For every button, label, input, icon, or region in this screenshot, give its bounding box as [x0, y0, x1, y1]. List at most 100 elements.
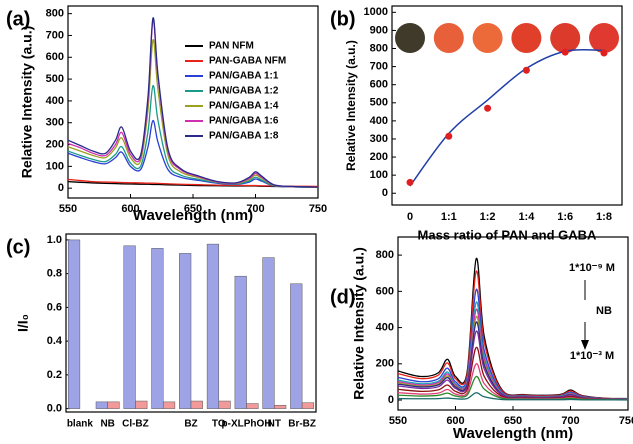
- plot-frame: [67, 5, 319, 199]
- y-axis-title: I/I₀: [15, 314, 31, 332]
- x-tick-label: TO: [212, 419, 226, 430]
- y-tick-label: 300: [370, 133, 388, 145]
- sample-photo: [511, 23, 542, 53]
- y-tick-label: 0.6: [47, 301, 62, 313]
- legend-label: PAN/GABA 1:1: [209, 71, 279, 82]
- data-point: [561, 48, 569, 56]
- panel-label: (a): [6, 8, 30, 30]
- bar: [162, 401, 176, 409]
- spectrum-line: [397, 330, 629, 400]
- spectrum-line: [397, 392, 629, 401]
- spectrum-line: [397, 270, 629, 400]
- y-tick-label: 100: [46, 160, 64, 172]
- y-tick-label: 500: [46, 73, 64, 85]
- x-axis-title: Mass ratio of PAN and GABA: [418, 227, 598, 242]
- x-tick-label: 700: [246, 203, 264, 215]
- x-tick-label: 1:4: [518, 211, 535, 223]
- fit-curve: [409, 48, 605, 187]
- x-tick-label: 1:8: [596, 211, 612, 223]
- plot-frame: [65, 233, 317, 413]
- y-tick-label: 0.0: [47, 403, 62, 415]
- y-tick-label: 700: [46, 29, 64, 41]
- x-tick-label: 600: [121, 203, 139, 215]
- y-tick-label: 0: [388, 394, 394, 406]
- y-tick-label: 1000: [364, 6, 388, 18]
- sample-photo: [589, 23, 619, 53]
- spectrum-line: [67, 178, 319, 188]
- y-tick-label: 200: [370, 151, 388, 163]
- bar: [67, 239, 81, 409]
- x-tick-label: Br-BZ: [288, 419, 316, 430]
- x-tick-label: 650: [184, 203, 202, 215]
- spectrum-line: [67, 119, 319, 188]
- y-tick-label: 100: [370, 169, 388, 181]
- y-tick-label: 400: [370, 115, 388, 127]
- bar: [95, 401, 108, 409]
- x-tick-label: NT: [268, 419, 281, 430]
- legend-label: PAN/GABA 1:2: [209, 86, 279, 97]
- bar: [135, 400, 148, 409]
- legend-label: PAN-GABA NFM: [209, 56, 286, 67]
- y-tick-label: 400: [376, 321, 394, 333]
- bar: [290, 283, 303, 409]
- y-tick-label: 300: [46, 117, 64, 129]
- bar: [246, 403, 259, 409]
- y-axis-title: Relative Intensity (a.u.): [19, 26, 35, 178]
- annotation: NB: [596, 305, 612, 317]
- bar: [151, 248, 164, 409]
- x-tick-label: p-XLPhOH: [222, 419, 272, 430]
- y-tick-label: 1.0: [47, 234, 62, 246]
- y-tick-label: 900: [370, 24, 388, 36]
- y-tick-label: 0: [58, 182, 64, 194]
- y-tick-label: 600: [370, 79, 388, 91]
- sample-photo: [433, 23, 464, 53]
- bar: [107, 401, 120, 409]
- y-axis-title: Relative Intensity (a.u.): [351, 247, 367, 399]
- x-tick-label: 550: [59, 203, 77, 215]
- bar: [179, 253, 192, 409]
- y-tick-label: 0.8: [47, 268, 62, 280]
- x-tick-label: 550: [389, 415, 407, 427]
- x-tick-label: 1:6: [557, 211, 573, 223]
- sample-photo: [550, 23, 581, 53]
- x-axis-title: Wavelength (nm): [133, 207, 253, 224]
- legend-label: PAN NFM: [209, 41, 254, 52]
- y-tick-label: 400: [46, 95, 64, 107]
- data-point: [600, 49, 608, 57]
- panel-label: (b): [330, 8, 356, 30]
- bar: [262, 257, 275, 409]
- x-tick-label: Cl-BZ: [122, 419, 149, 430]
- x-tick-label: 750: [309, 203, 327, 215]
- data-point: [445, 132, 453, 140]
- spectrum-line: [397, 363, 629, 401]
- spectrum-line: [67, 17, 319, 188]
- y-tick-label: 800: [376, 249, 394, 261]
- x-tick-label: 600: [446, 415, 464, 427]
- y-tick-label: 500: [370, 97, 388, 109]
- x-tick-label: 650: [504, 415, 522, 427]
- x-axis-title: Wavelength (nm): [453, 425, 573, 442]
- y-tick-label: 800: [46, 8, 64, 20]
- x-tick-label: 1:2: [480, 211, 496, 223]
- x-tick-label: BZ: [184, 419, 197, 430]
- sample-photo: [395, 23, 425, 53]
- bar: [218, 400, 231, 409]
- spectrum-line: [67, 84, 319, 188]
- sample-photo: [472, 23, 503, 53]
- panel-label: (c): [6, 236, 30, 258]
- spectrum-line: [397, 375, 629, 401]
- data-point: [522, 66, 530, 74]
- legend-label: PAN/GABA 1:6: [209, 116, 279, 127]
- y-tick-label: 200: [376, 358, 394, 370]
- bar: [123, 245, 136, 409]
- annotation: 1*10⁻⁹ M: [569, 262, 615, 274]
- y-tick-label: 700: [370, 61, 388, 73]
- bar: [206, 243, 220, 409]
- y-tick-label: 0.4: [47, 335, 63, 347]
- x-tick-label: blank: [67, 419, 94, 430]
- x-tick-label: NB: [100, 419, 114, 430]
- y-tick-label: 600: [46, 51, 64, 63]
- bar: [234, 275, 247, 409]
- spectrum-line: [67, 39, 319, 188]
- y-tick-label: 0.2: [47, 369, 62, 381]
